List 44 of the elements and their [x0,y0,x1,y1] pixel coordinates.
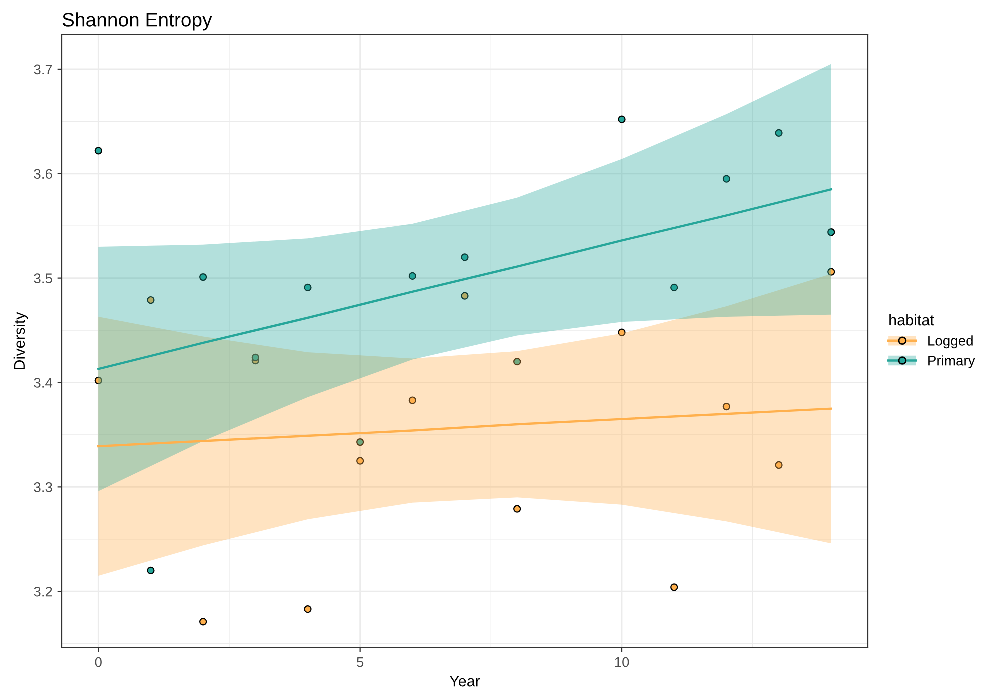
y-tick-label: 3.4 [34,378,53,388]
x-tick-label: 0 [95,657,102,668]
point [775,129,783,137]
point [200,273,208,282]
point [147,296,155,304]
point [461,292,469,300]
point [670,584,678,592]
point [304,284,312,292]
y-tick-label: 3.7 [34,64,52,75]
point [94,376,102,384]
point [618,328,626,336]
point [618,116,626,124]
point [356,438,364,446]
y-tick-label: 3.5 [34,274,52,284]
point [147,566,155,575]
point [200,618,208,626]
line-series [98,408,832,448]
x-axis-title: Year [450,676,480,687]
point [514,358,522,366]
point [94,147,102,155]
legend-title: habitat [890,314,934,326]
chart-title: Shannon Entropy [62,12,212,31]
legend-label: Primary [928,356,976,369]
y-tick-label: 3.3 [34,482,52,492]
point [828,268,836,276]
point [461,254,469,262]
y-tick-label: 3.6 [34,169,52,180]
point [304,606,312,614]
point [828,228,836,236]
x-tick-label: 5 [357,658,364,668]
point [775,461,783,470]
line-series [98,188,832,370]
y-axis-title: Diversity [14,312,28,370]
legend-label: Logged [928,336,973,349]
point [670,284,678,292]
point [514,505,522,513]
x-tick-label: 10 [615,657,630,668]
y-tick-label: 3.2 [34,586,52,597]
point [356,457,364,465]
point [252,354,260,362]
point [408,396,416,404]
point [408,272,416,280]
point [722,402,730,411]
point [722,175,730,183]
